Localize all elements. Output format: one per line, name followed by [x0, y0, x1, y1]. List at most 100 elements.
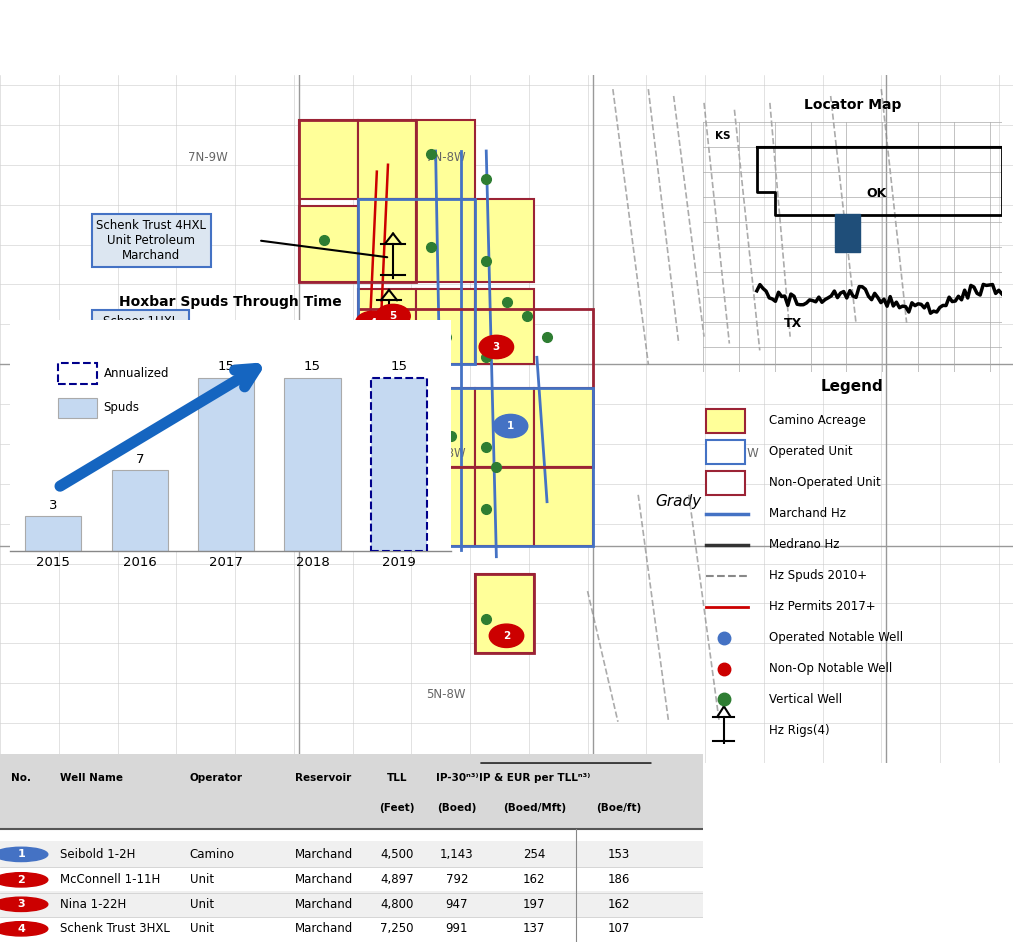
Bar: [299, 206, 358, 282]
Bar: [416, 120, 475, 199]
Bar: [299, 120, 358, 199]
Text: Non-Operated Unit: Non-Operated Unit: [769, 477, 880, 490]
Text: (Boed/Mft): (Boed/Mft): [502, 804, 566, 813]
Text: 4,800: 4,800: [381, 898, 414, 911]
Text: 6N-8W: 6N-8W: [425, 447, 466, 460]
Text: Unit: Unit: [189, 922, 214, 935]
Text: TLL: TLL: [387, 773, 407, 783]
Bar: [475, 467, 534, 546]
Text: 4,500: 4,500: [381, 848, 414, 861]
Bar: [371, 378, 427, 551]
Text: 6N-9W: 6N-9W: [187, 447, 228, 460]
Text: 162: 162: [608, 898, 630, 911]
Text: Nina 1-22H: Nina 1-22H: [60, 898, 126, 911]
Text: 6N-7W: 6N-7W: [719, 447, 760, 460]
Bar: [238, 402, 297, 467]
Bar: [475, 388, 534, 467]
Circle shape: [0, 897, 48, 912]
Text: OK: OK: [866, 187, 886, 201]
Text: Hz Spuds 2010+: Hz Spuds 2010+: [769, 569, 867, 582]
Text: Non-Op Notable Well: Non-Op Notable Well: [769, 662, 892, 675]
Text: Camino Acreage: Camino Acreage: [769, 414, 866, 428]
Text: Locator Map: Locator Map: [803, 98, 902, 111]
Text: Location Map | Western Grady County, Oklahoma: Location Map | Western Grady County, Okl…: [86, 22, 927, 54]
Text: Marchand: Marchand: [295, 873, 354, 886]
Text: Spuds: Spuds: [103, 401, 140, 414]
Bar: [475, 574, 534, 653]
Text: 991: 991: [446, 922, 468, 935]
Text: Schenk Trust 4HXL
Unit Petroleum
Marchand: Schenk Trust 4HXL Unit Petroleum Marchan…: [96, 219, 207, 262]
Text: Grady: Grady: [655, 495, 702, 510]
Text: Unit: Unit: [189, 898, 214, 911]
Text: Annualized: Annualized: [103, 366, 169, 380]
Text: Schenk Trust 3HXL: Schenk Trust 3HXL: [60, 922, 169, 935]
Text: 15: 15: [390, 361, 407, 373]
Text: Legend: Legend: [822, 379, 883, 394]
Circle shape: [0, 921, 48, 936]
Bar: [706, 471, 745, 495]
Bar: [111, 470, 168, 551]
Circle shape: [356, 311, 390, 334]
Text: 7: 7: [136, 453, 144, 465]
Bar: [416, 388, 475, 467]
Text: Unit: Unit: [189, 873, 214, 886]
Text: 7N-9W: 7N-9W: [187, 152, 228, 165]
Circle shape: [0, 872, 48, 887]
Text: Marchand: Marchand: [295, 848, 354, 861]
Text: (Boe/ft): (Boe/ft): [596, 804, 641, 813]
Text: 15: 15: [304, 361, 321, 373]
Text: Scheer 1HXL
Unit Petroleum
Marchand: Scheer 1HXL Unit Petroleum Marchand: [96, 316, 184, 358]
Circle shape: [0, 847, 48, 862]
Text: 7,250: 7,250: [381, 922, 414, 935]
Text: 947: 947: [446, 898, 468, 911]
Text: 7N-8W: 7N-8W: [425, 152, 466, 165]
Bar: [416, 199, 475, 282]
Text: 4: 4: [369, 317, 377, 328]
Text: Operated Unit: Operated Unit: [769, 446, 852, 459]
Text: Hz Permits 2017+: Hz Permits 2017+: [769, 600, 875, 613]
Text: No.: No.: [11, 773, 31, 783]
Bar: [358, 309, 593, 467]
Text: 5N-8W: 5N-8W: [426, 688, 465, 701]
Bar: [416, 467, 475, 546]
Text: Vertical Well: Vertical Well: [769, 693, 842, 706]
Bar: [371, 378, 427, 551]
Text: 3: 3: [492, 342, 500, 352]
Bar: [358, 199, 475, 365]
Text: TX: TX: [783, 317, 802, 330]
Text: 1,143: 1,143: [441, 848, 474, 861]
Bar: [534, 467, 593, 546]
Text: KS: KS: [715, 131, 730, 141]
Bar: [706, 409, 745, 433]
Text: 3: 3: [17, 900, 25, 909]
Bar: [25, 516, 81, 551]
Bar: [475, 288, 534, 365]
Text: (Feet): (Feet): [380, 804, 415, 813]
Text: Operator: Operator: [189, 773, 243, 783]
Bar: [475, 199, 534, 282]
Text: 4,897: 4,897: [381, 873, 414, 886]
Circle shape: [493, 414, 528, 438]
Bar: [358, 288, 416, 365]
Text: Medrano Hz: Medrano Hz: [769, 538, 839, 551]
Text: 1: 1: [17, 850, 25, 859]
Circle shape: [479, 335, 514, 359]
Text: 107: 107: [608, 922, 630, 935]
Bar: [358, 199, 416, 282]
Text: 792: 792: [446, 873, 468, 886]
Bar: [835, 214, 860, 252]
Bar: [199, 378, 254, 551]
Text: (Boed): (Boed): [438, 804, 477, 813]
Text: 254: 254: [523, 848, 545, 861]
Text: 137: 137: [523, 922, 545, 935]
Bar: [285, 378, 340, 551]
Bar: [416, 288, 475, 365]
Bar: [534, 388, 593, 467]
Text: Operated Notable Well: Operated Notable Well: [769, 631, 903, 644]
Bar: [416, 388, 593, 546]
Circle shape: [376, 304, 410, 328]
Bar: [475, 574, 534, 653]
Text: Marchand Hz: Marchand Hz: [769, 508, 846, 520]
Text: IP-30ⁿ³⁾: IP-30ⁿ³⁾: [436, 773, 478, 783]
Circle shape: [489, 625, 524, 647]
